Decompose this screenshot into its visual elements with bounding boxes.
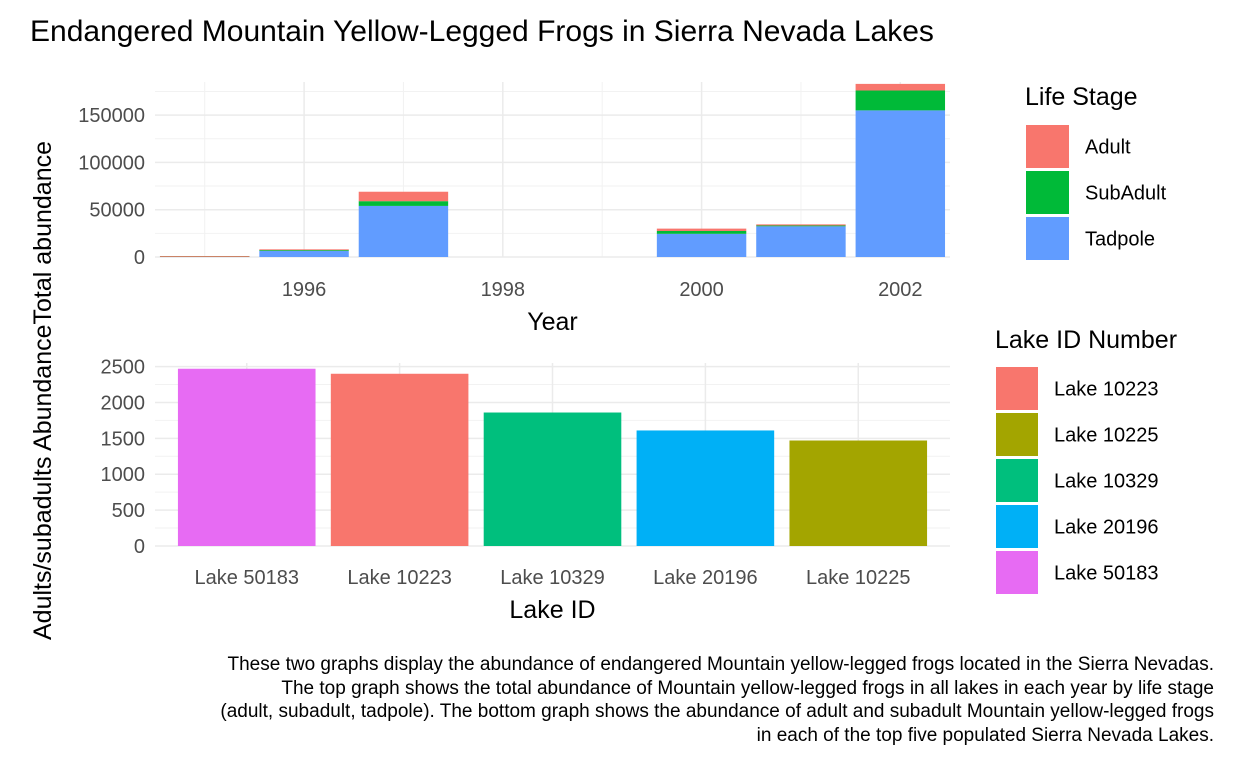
legend-item-label: Lake 10225 xyxy=(1054,425,1159,447)
bar-tadpole-2001 xyxy=(756,226,846,257)
bar-adult-2000 xyxy=(656,228,747,231)
legend-item-label: Lake 10223 xyxy=(1054,379,1159,401)
legend-life-stage: Life Stage Adult SubAdult Tadpole xyxy=(1025,83,1167,260)
y-tick-label: 50000 xyxy=(89,200,145,222)
legend-key-swatch xyxy=(996,459,1038,502)
bar-tadpole-2000 xyxy=(656,233,747,257)
bar-subadult-1996 xyxy=(259,249,349,251)
shared-y-axis-title: Adults/subadults AbundanceTotal abundanc… xyxy=(29,141,57,640)
chart-title: Endangered Mountain Yellow-Legged Frogs … xyxy=(30,15,934,48)
x-tick-label: Lake 10225 xyxy=(806,567,911,589)
y-tick-label: 2000 xyxy=(101,392,146,414)
y-tick-label: 150000 xyxy=(78,105,145,127)
x-tick-label: 2002 xyxy=(878,279,923,301)
bar-adult-1996 xyxy=(259,249,349,251)
x-tick-label: 1996 xyxy=(282,279,327,301)
legend-key-swatch xyxy=(996,505,1038,548)
y-tick-label: 0 xyxy=(134,247,145,269)
legend-title: Life Stage xyxy=(1025,83,1138,111)
legend-key-swatch xyxy=(1026,171,1069,214)
bar-tadpole-2002 xyxy=(855,110,946,257)
y-tick-label: 0 xyxy=(134,536,145,558)
bar-tadpole-1996 xyxy=(259,250,349,257)
legend-key-swatch xyxy=(996,367,1038,410)
y-tick-label: 100000 xyxy=(78,152,145,174)
x-tick-label: Lake 50183 xyxy=(194,567,299,589)
bar-subadult-1997 xyxy=(358,201,449,206)
x-tick-label: 2000 xyxy=(679,279,724,301)
legend-item-label: Tadpole xyxy=(1085,229,1155,251)
bar-adult-2001 xyxy=(756,224,846,226)
legend-key-swatch xyxy=(996,551,1038,594)
y-tick-label: 1500 xyxy=(101,428,146,450)
legend-item-label: Lake 20196 xyxy=(1054,517,1159,539)
bar-subadult-2002 xyxy=(855,90,946,111)
bar-subadult-2001 xyxy=(756,225,846,227)
y-tick-label: 500 xyxy=(112,500,145,522)
top-x-axis-title: Year xyxy=(527,308,578,336)
bar-lake-50183 xyxy=(177,368,316,546)
legend-key-swatch xyxy=(1026,125,1069,168)
bar-lake-10225 xyxy=(789,440,928,546)
top-y-axis-title: Total abundance xyxy=(29,141,57,324)
x-tick-label: Lake 10329 xyxy=(500,567,605,589)
figure-caption: These two graphs display the abundance o… xyxy=(30,653,1214,747)
legend-item-label: Lake 50183 xyxy=(1054,563,1159,585)
top-panel-yearly-abundance: 0 50000 100000 150000 1996 1998 2000 2002 Year xyxy=(78,82,950,336)
bar-adult-2002 xyxy=(855,83,946,91)
bar-adult-1995 xyxy=(159,256,250,257)
bar-lake-10329 xyxy=(483,412,622,546)
x-tick-label: 1998 xyxy=(481,279,526,301)
legend-item-label: Lake 10329 xyxy=(1054,471,1159,493)
bar-lake-20196 xyxy=(636,430,775,546)
y-tick-label: 2500 xyxy=(101,357,146,379)
legend-key-swatch xyxy=(996,413,1038,456)
bottom-x-axis-title: Lake ID xyxy=(509,596,595,624)
legend-item-label: Adult xyxy=(1085,137,1131,159)
bar-adult-1997 xyxy=(358,191,449,202)
x-tick-label: Lake 10223 xyxy=(347,567,452,589)
bar-subadult-2000 xyxy=(656,230,747,234)
caption-line: The top graph shows the total abundance … xyxy=(281,677,1214,699)
legend-title: Lake ID Number xyxy=(995,326,1177,354)
legend-item-label: SubAdult xyxy=(1085,183,1167,205)
y-tick-label: 1000 xyxy=(101,464,146,486)
legend-lake-id: Lake ID Number Lake 10223 Lake 10225 Lake 1… xyxy=(995,326,1177,594)
bar-tadpole-1997 xyxy=(358,205,449,257)
caption-line: in each of the top five populated Sierra… xyxy=(756,724,1214,746)
bottom-panel-lake-abundance: Lake 50183 Lake 10223 Lake 10329 Lake 20196… xyxy=(101,357,950,624)
x-tick-label: Lake 20196 xyxy=(653,567,758,589)
caption-line: These two graphs display the abundance o… xyxy=(227,654,1214,675)
bar-lake-10223 xyxy=(330,373,469,546)
legend-key-swatch xyxy=(1026,217,1069,260)
bottom-y-axis-title: Adults/subadults Abundance xyxy=(29,324,57,640)
caption-line: (adult, subadult, tadpole). The bottom g… xyxy=(220,701,1214,722)
